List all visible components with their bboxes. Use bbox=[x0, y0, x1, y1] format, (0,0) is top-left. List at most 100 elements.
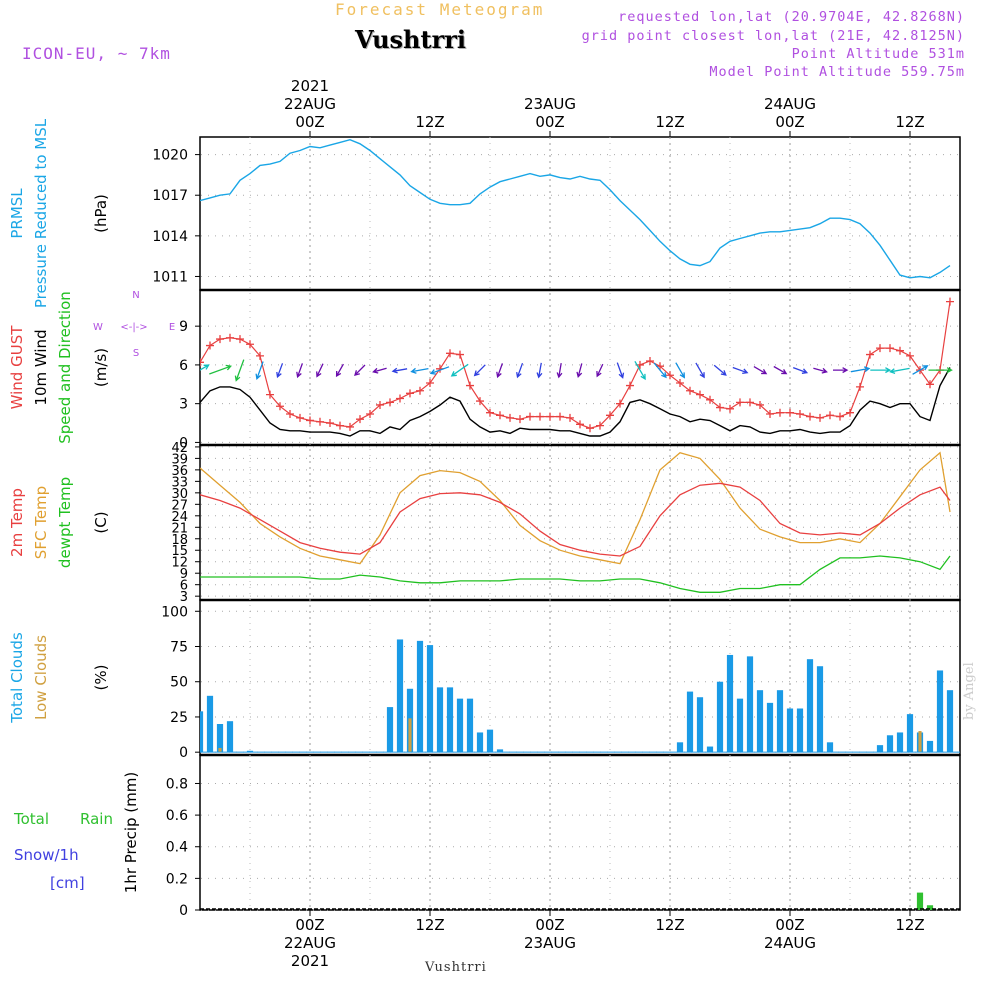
wind-gust-marker bbox=[356, 415, 364, 424]
location-title: Vushtrri bbox=[355, 25, 466, 54]
wind-direction-arrow bbox=[372, 367, 387, 374]
wind-gust-marker bbox=[886, 344, 894, 353]
wind-gust-marker bbox=[346, 422, 354, 431]
wind-gust-marker bbox=[946, 297, 954, 306]
y-tick-label: 27 bbox=[171, 498, 188, 513]
wind-direction-arrow bbox=[653, 362, 667, 379]
x-tick-label-top: 12Z bbox=[895, 113, 924, 131]
x-tick-label-bottom: 00Z bbox=[535, 916, 564, 934]
wind-gust-marker bbox=[906, 351, 914, 360]
y-tick-label: 42 bbox=[171, 441, 188, 456]
wind-gust-marker bbox=[476, 397, 484, 406]
wind-gust-marker bbox=[266, 390, 274, 399]
wind-direction-arrow bbox=[850, 366, 871, 373]
total-clouds-bar bbox=[206, 695, 214, 753]
pressure-line bbox=[200, 138, 951, 279]
total-clouds-bar bbox=[466, 698, 474, 753]
wind-gust-marker bbox=[296, 413, 304, 422]
wind-gust-marker bbox=[776, 408, 784, 417]
total-clouds-bar bbox=[816, 666, 824, 753]
panel-frame-precip bbox=[199, 754, 961, 911]
total-clouds-bar bbox=[796, 708, 804, 753]
x-tick-label-bottom: 2021 bbox=[291, 952, 329, 970]
unit-label-pressure: (hPa) bbox=[92, 194, 110, 233]
y-tick-label: 39 bbox=[171, 452, 188, 467]
wind-gust-marker bbox=[276, 402, 284, 411]
total-clouds-bar bbox=[936, 670, 944, 753]
wind-gust-marker bbox=[336, 421, 344, 430]
y-tick-label: 1020 bbox=[152, 148, 188, 164]
wind-gust-marker bbox=[546, 412, 554, 421]
panel-label-temp: SFC Temp bbox=[32, 486, 50, 559]
wind-direction-arrow bbox=[536, 362, 543, 379]
total-clouds-bar bbox=[776, 690, 784, 753]
wind-direction-arrow bbox=[870, 367, 892, 374]
low-clouds-bar bbox=[408, 718, 412, 753]
wind-direction-arrow bbox=[889, 367, 910, 375]
total-clouds-bar bbox=[246, 750, 254, 753]
x-tick-label-top: 12Z bbox=[655, 113, 684, 131]
panel-label-pressure: Pressure Reduced to MSL bbox=[32, 118, 50, 308]
y-tick-label: 0.2 bbox=[166, 871, 188, 887]
panel-label-wind: Speed and Direction bbox=[56, 291, 74, 444]
sfc-temp-line bbox=[200, 451, 951, 565]
wind-gust-marker bbox=[666, 371, 674, 380]
total-clouds-bar bbox=[676, 742, 684, 753]
wind-gust-marker bbox=[726, 404, 734, 413]
wind-direction-arrow bbox=[316, 363, 324, 378]
wind-gust-marker bbox=[926, 380, 934, 389]
y-tick-label: 24 bbox=[171, 510, 188, 525]
total-clouds-bar bbox=[716, 681, 724, 753]
panel-label-wind: Wind GUST bbox=[8, 325, 26, 410]
wind-direction-arrow bbox=[556, 362, 563, 379]
wind-gust-marker bbox=[246, 340, 254, 349]
total-clouds-bar bbox=[876, 745, 884, 753]
wind-gust-marker bbox=[536, 412, 544, 421]
y-tick-label: 30 bbox=[171, 487, 188, 502]
total-clouds-bar bbox=[476, 732, 484, 753]
x-tick-label-top: 00Z bbox=[535, 113, 564, 131]
total-clouds-bar bbox=[416, 640, 424, 753]
wind-direction-arrow bbox=[450, 363, 469, 377]
wind-gust-marker bbox=[200, 358, 204, 367]
wind-gust-marker bbox=[616, 399, 624, 408]
wind-gust-marker bbox=[406, 389, 414, 398]
y-tick-label: 0 bbox=[179, 435, 188, 451]
panel-label-temp: 2m Temp bbox=[8, 488, 26, 557]
wind-direction-arrow bbox=[209, 364, 232, 375]
panel-frame-pressure bbox=[199, 136, 961, 291]
wind-gust-marker bbox=[896, 346, 904, 355]
y-tick-label: 36 bbox=[171, 464, 188, 479]
total-clouds-bar bbox=[786, 708, 794, 753]
wind-gust-marker bbox=[646, 357, 654, 366]
wind-direction-arrow bbox=[912, 365, 929, 375]
total-clouds-bar bbox=[746, 656, 754, 753]
wind-direction-arrow bbox=[833, 367, 849, 374]
wind-gust-marker bbox=[826, 411, 834, 420]
wind-direction-arrow bbox=[773, 365, 788, 375]
grid-point-coords: grid point closest lon,lat (21E, 42.8125… bbox=[581, 28, 965, 44]
panel-frame-temp bbox=[199, 444, 961, 601]
total-clouds-bar bbox=[496, 749, 504, 753]
wind-gust-marker bbox=[486, 408, 494, 417]
compass-n: N bbox=[132, 290, 139, 301]
wind-gust-marker bbox=[806, 412, 814, 421]
wind-gust-marker bbox=[626, 381, 634, 390]
x-tick-label-top: 24AUG bbox=[764, 95, 816, 113]
wind-direction-arrow bbox=[634, 360, 646, 381]
x-tick-label-bottom: 24AUG bbox=[764, 934, 816, 952]
wind-gust-marker bbox=[716, 403, 724, 412]
wind-gust-marker bbox=[376, 400, 384, 409]
wind-gust-marker bbox=[856, 382, 864, 391]
wind-direction-arrow bbox=[516, 362, 524, 379]
wind-gust-marker bbox=[286, 410, 294, 418]
wind-gust-marker bbox=[816, 413, 824, 422]
total-clouds-bar bbox=[736, 698, 744, 753]
wind-direction-arrow bbox=[675, 362, 685, 379]
requested-coords: requested lon,lat (20.9704E, 42.8268N) bbox=[618, 9, 965, 25]
wind-gust-marker bbox=[836, 412, 844, 421]
wind-gust-marker bbox=[326, 419, 334, 428]
model-altitude: Model Point Altitude 559.75m bbox=[709, 64, 965, 80]
total-clouds-bar bbox=[766, 702, 774, 753]
wind-gust-marker bbox=[746, 398, 754, 407]
